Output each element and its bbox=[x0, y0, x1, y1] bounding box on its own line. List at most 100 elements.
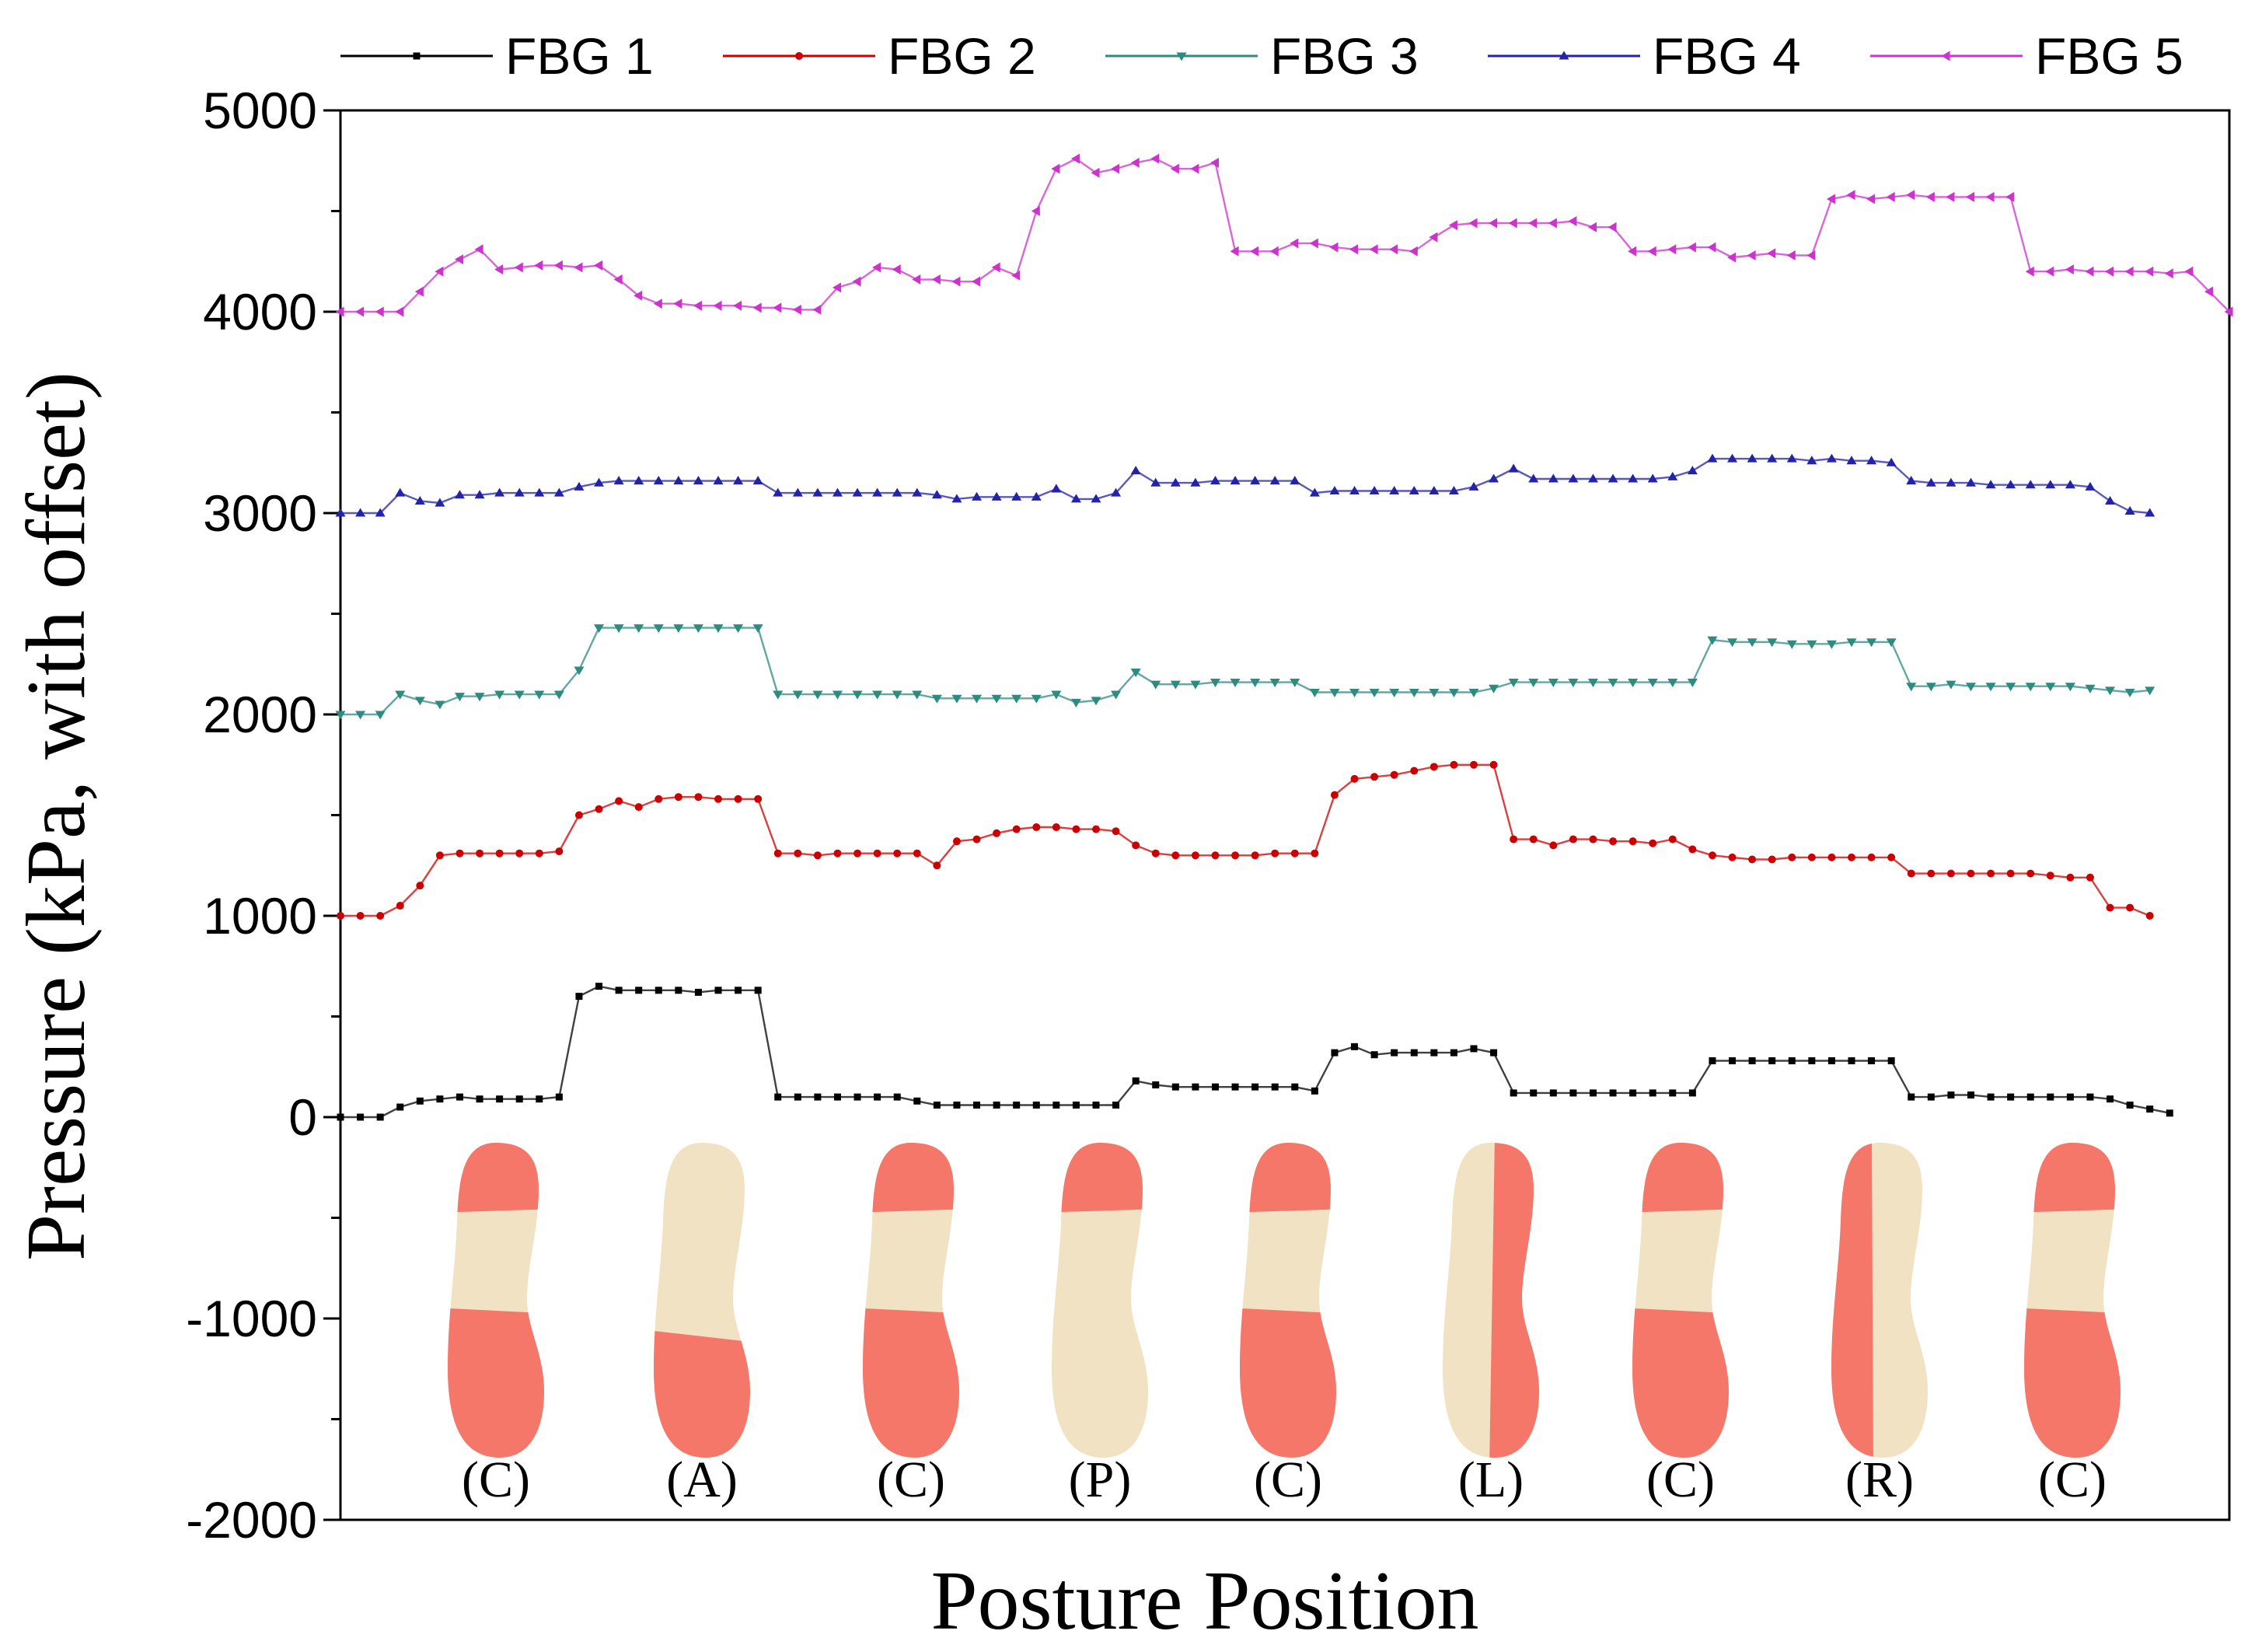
data-point bbox=[395, 487, 406, 497]
data-point bbox=[853, 849, 862, 857]
data-point bbox=[1768, 855, 1776, 864]
data-point bbox=[1331, 1049, 1339, 1057]
data-point bbox=[1846, 456, 1857, 465]
data-point bbox=[1429, 486, 1440, 495]
data-point bbox=[1230, 679, 1241, 688]
series-line bbox=[340, 157, 2230, 313]
data-point bbox=[615, 797, 623, 805]
data-point bbox=[1767, 453, 1778, 463]
data-point bbox=[1448, 220, 1457, 231]
data-point bbox=[1826, 194, 1835, 204]
data-point bbox=[1130, 466, 1141, 475]
data-point bbox=[555, 847, 564, 856]
data-point bbox=[1176, 52, 1187, 61]
data-point bbox=[655, 795, 663, 803]
data-point bbox=[1170, 163, 1179, 174]
insole-highlight bbox=[1489, 1143, 1539, 1458]
data-point bbox=[1489, 218, 1498, 229]
legend-item: FBG 4 bbox=[1488, 27, 1801, 85]
data-point bbox=[553, 487, 564, 497]
data-point bbox=[1171, 851, 1180, 860]
data-point bbox=[1767, 638, 1778, 648]
data-point bbox=[653, 299, 662, 309]
data-point bbox=[1329, 242, 1339, 253]
data-point bbox=[2047, 1093, 2054, 1101]
data-point bbox=[574, 262, 583, 273]
data-point bbox=[1072, 825, 1080, 833]
data-point bbox=[1429, 232, 1438, 243]
data-point bbox=[1489, 684, 1499, 693]
data-point bbox=[1667, 679, 1678, 688]
data-point bbox=[1748, 1057, 1756, 1064]
posture-label: (P) bbox=[1069, 1451, 1132, 1508]
data-point bbox=[833, 1093, 841, 1101]
y-tick-label: -2000 bbox=[186, 1491, 317, 1549]
data-point bbox=[1192, 1083, 1199, 1091]
data-point bbox=[794, 849, 802, 857]
data-point bbox=[991, 491, 1002, 501]
data-point bbox=[1965, 477, 1976, 487]
data-point bbox=[1886, 638, 1897, 648]
data-point bbox=[1707, 636, 1718, 645]
data-point bbox=[991, 694, 1002, 704]
data-point bbox=[1528, 473, 1539, 483]
data-point bbox=[1070, 698, 1081, 707]
data-point bbox=[1947, 1091, 1955, 1099]
data-point bbox=[1747, 638, 1758, 648]
data-point bbox=[792, 690, 803, 700]
data-point bbox=[1091, 697, 1101, 706]
data-point bbox=[1210, 476, 1220, 485]
insole-c: (C) bbox=[1240, 1143, 1336, 1508]
data-point bbox=[872, 262, 881, 273]
data-point bbox=[1250, 679, 1261, 688]
data-point bbox=[1111, 690, 1122, 700]
data-point bbox=[1887, 853, 1896, 861]
data-point bbox=[375, 711, 386, 720]
data-point bbox=[1708, 851, 1716, 860]
data-point bbox=[1271, 849, 1279, 857]
data-point bbox=[933, 1101, 941, 1109]
data-point bbox=[1609, 837, 1618, 846]
data-point bbox=[752, 302, 762, 313]
data-point bbox=[1091, 167, 1100, 178]
data-point bbox=[693, 300, 702, 311]
data-point bbox=[435, 851, 444, 860]
legend-label: FBG 4 bbox=[1653, 27, 1801, 85]
data-point bbox=[1985, 191, 1995, 202]
data-point bbox=[1250, 476, 1261, 485]
data-point bbox=[2164, 268, 2173, 279]
data-point bbox=[1011, 491, 1022, 501]
data-point bbox=[1866, 456, 1877, 465]
data-point bbox=[1508, 218, 1517, 229]
data-point bbox=[1390, 770, 1398, 779]
data-point bbox=[1559, 51, 1569, 60]
data-point bbox=[1667, 244, 1677, 255]
data-point bbox=[734, 795, 742, 803]
data-point bbox=[1470, 760, 1478, 769]
data-point bbox=[1429, 763, 1438, 771]
data-point bbox=[534, 260, 543, 271]
data-point bbox=[1290, 238, 1299, 249]
data-point bbox=[1032, 823, 1041, 832]
data-point bbox=[694, 988, 702, 996]
data-point bbox=[1906, 476, 1917, 485]
insole-highlight bbox=[654, 1329, 750, 1458]
data-point bbox=[2085, 266, 2094, 277]
data-point bbox=[1927, 869, 1936, 878]
data-point bbox=[1409, 486, 1419, 495]
data-point bbox=[912, 690, 923, 700]
data-point bbox=[1508, 463, 1519, 473]
data-point bbox=[1727, 252, 1737, 263]
data-point bbox=[1111, 487, 1122, 497]
data-point bbox=[1668, 835, 1677, 843]
data-point bbox=[413, 52, 421, 60]
data-point bbox=[634, 803, 643, 812]
data-point bbox=[1211, 851, 1220, 860]
data-point bbox=[1925, 191, 1935, 202]
data-point bbox=[892, 487, 902, 497]
data-point bbox=[733, 300, 742, 311]
data-point bbox=[792, 304, 801, 315]
data-point bbox=[375, 306, 384, 317]
data-point bbox=[335, 508, 346, 517]
data-point bbox=[931, 694, 942, 704]
